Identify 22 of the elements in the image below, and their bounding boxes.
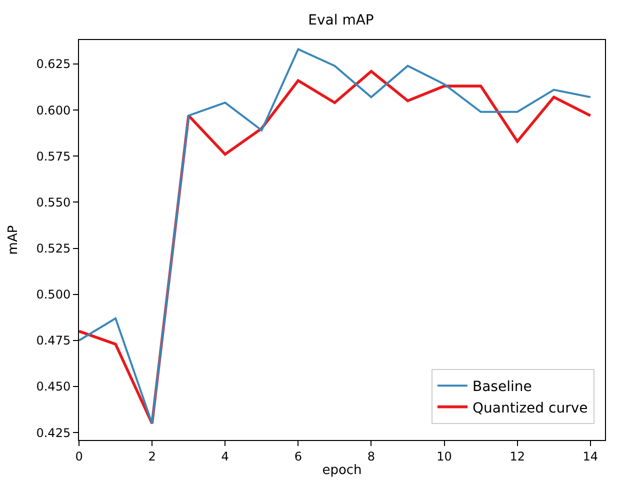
legend-label: Baseline [472, 379, 532, 396]
y-tick-label: 0.600 [36, 103, 71, 118]
y-tick-label: 0.525 [36, 241, 71, 256]
y-tick-label: 0.475 [36, 334, 71, 348]
y-tick-label: 0.625 [36, 57, 71, 72]
x-tick-label: 6 [294, 449, 302, 464]
x-axis-title: epoch [322, 463, 362, 478]
y-axis-title: mAP [6, 225, 22, 255]
x-tick-label: 0 [75, 449, 83, 464]
x-tick-label: 14 [582, 449, 598, 464]
chart-title: Eval mAP [308, 12, 374, 28]
y-tick-label: 0.450 [36, 380, 71, 394]
x-tick-label: 2 [148, 449, 156, 464]
x-tick-label: 4 [221, 449, 229, 464]
y-tick-label: 0.550 [36, 195, 71, 210]
y-tick-label: 0.500 [36, 288, 71, 302]
legend-label: Quantized curve [472, 400, 588, 416]
x-tick-label: 8 [367, 449, 376, 464]
x-tick-label: 10 [436, 449, 452, 464]
x-tick-label: 12 [510, 449, 525, 464]
y-tick-label: 0.575 [36, 149, 71, 164]
y-tick-label: 0.425 [36, 426, 71, 440]
